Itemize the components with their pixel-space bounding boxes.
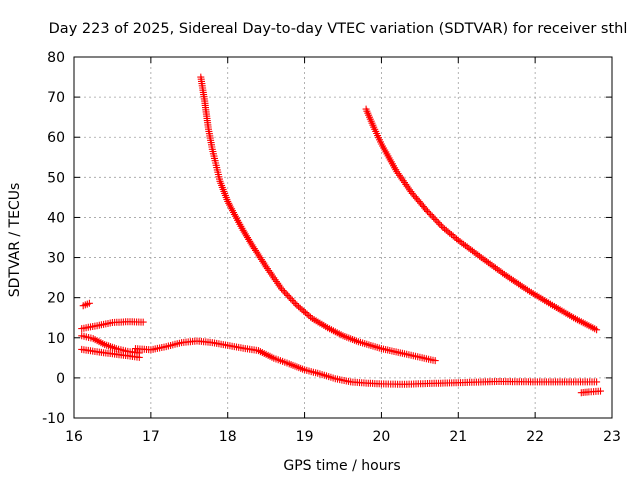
data-point-markers: [577, 387, 604, 397]
x-tick-label: 21: [449, 429, 467, 445]
series-track-a-blip: [79, 299, 93, 310]
x-tick-label: 17: [142, 429, 160, 445]
y-tick-label: 40: [47, 210, 65, 226]
x-tick-label: 18: [219, 429, 237, 445]
x-tick-label: 19: [296, 429, 314, 445]
y-tick-label: -10: [42, 411, 65, 427]
y-axis-label: SDTVAR / TECUs: [7, 183, 23, 298]
y-tick-label: 10: [47, 331, 65, 347]
series-track-a-bottom: [78, 345, 143, 361]
data-point-markers: [132, 337, 601, 388]
series-track-b-tail: [577, 387, 604, 397]
plot-frame: [73, 56, 613, 419]
axis-ticks: 16 17 18 19 20 21 22 23 -10 0 10 20 30 40 50 60 70 80: [42, 50, 621, 445]
series-track-b: [132, 337, 601, 388]
data-point-markers: [78, 332, 143, 357]
x-tick-label: 22: [526, 429, 544, 445]
y-tick-label: 80: [47, 50, 65, 66]
series-track-c: [197, 73, 439, 365]
data-point-markers: [197, 73, 439, 365]
x-tick-label: 20: [373, 429, 391, 445]
x-tick-label: 23: [603, 429, 621, 445]
y-tick-label: 20: [47, 291, 65, 307]
x-axis-label: GPS time / hours: [283, 458, 400, 474]
series-track-a-lower: [78, 332, 143, 357]
y-tick-label: 70: [47, 90, 65, 106]
data-points: [78, 73, 604, 397]
y-tick-label: 50: [47, 170, 65, 186]
chart-title: Day 223 of 2025, Sidereal Day-to-day VTE…: [49, 21, 628, 37]
data-point-markers: [78, 345, 143, 361]
y-tick-label: 0: [56, 371, 65, 387]
series-track-a-upper: [78, 318, 147, 333]
y-tick-label: 30: [47, 251, 65, 267]
y-tick-label: 60: [47, 130, 65, 146]
series-track-d: [362, 105, 601, 334]
data-point-markers: [78, 318, 147, 333]
data-point-markers: [362, 105, 601, 334]
data-point-markers: [79, 299, 93, 310]
x-tick-label: 16: [65, 429, 83, 445]
